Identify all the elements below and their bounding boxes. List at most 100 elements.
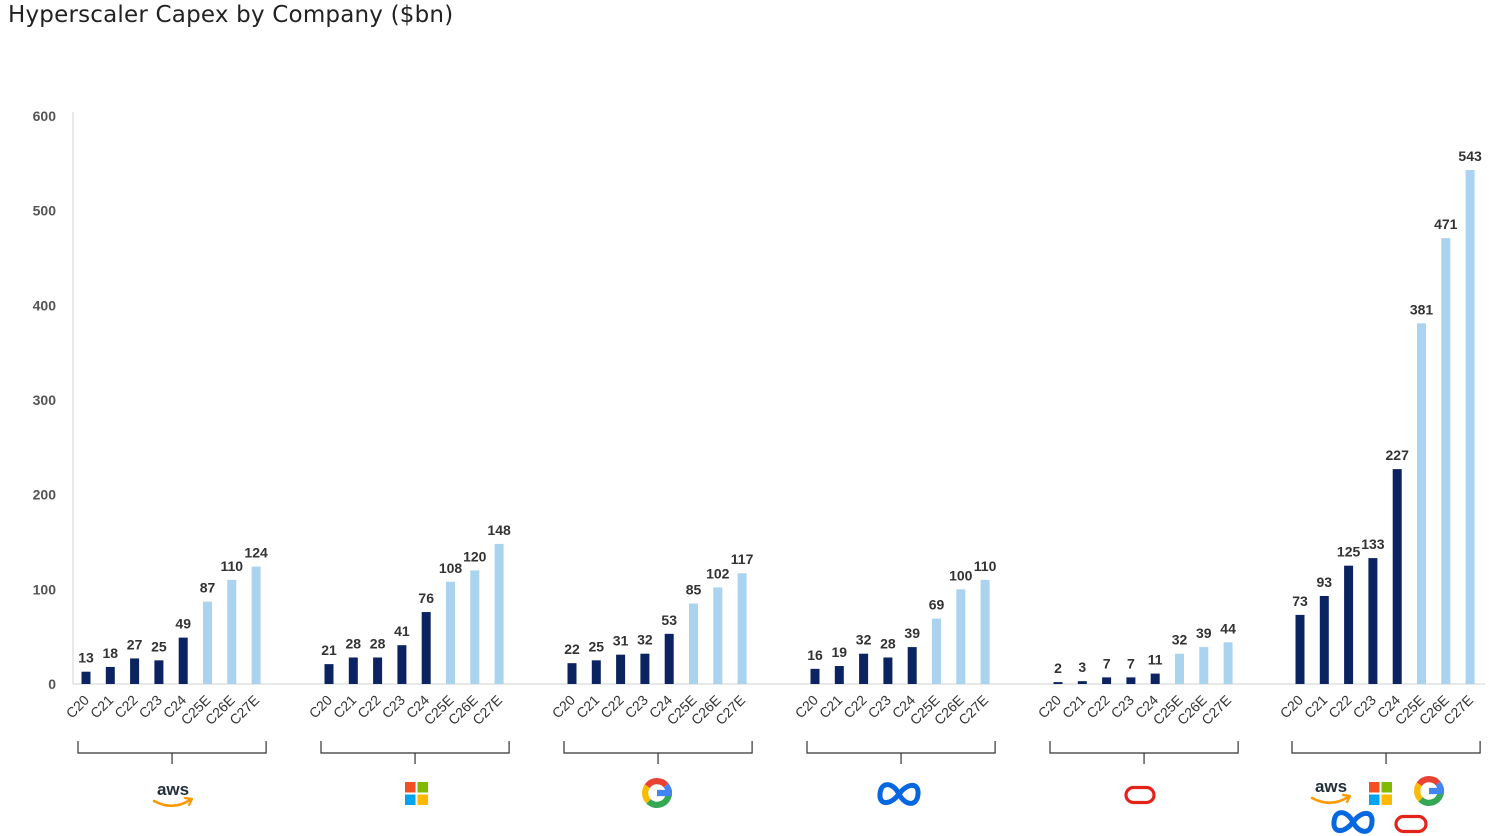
data-label: 76 xyxy=(418,590,434,606)
y-tick-label: 500 xyxy=(33,203,57,219)
axes: 0 100 200 300 400 500 600 xyxy=(33,108,1485,692)
bar xyxy=(713,587,723,684)
meta-logo xyxy=(877,782,921,806)
category-label: C23 xyxy=(1108,692,1138,722)
y-tick-label: 300 xyxy=(33,392,57,408)
y-tick-label: 100 xyxy=(33,581,57,597)
aws-logo: aws xyxy=(1310,777,1352,805)
category-label: C22 xyxy=(597,692,627,722)
data-label: 124 xyxy=(244,545,268,561)
group-brace xyxy=(563,741,753,764)
bar xyxy=(883,657,893,684)
data-label: 69 xyxy=(929,597,945,613)
data-label: 100 xyxy=(949,567,973,583)
bar xyxy=(324,664,334,684)
data-label: 125 xyxy=(1337,544,1361,560)
data-label: 22 xyxy=(564,641,580,657)
category-label: C20 xyxy=(306,692,336,722)
meta-logo xyxy=(1331,810,1375,834)
data-label: 108 xyxy=(439,560,463,576)
data-label: 27 xyxy=(127,636,143,652)
category-label: C21 xyxy=(573,692,603,722)
bar xyxy=(616,654,626,684)
data-label: 49 xyxy=(175,616,191,632)
category-label: C22 xyxy=(1325,692,1355,722)
bar xyxy=(810,668,820,684)
bar xyxy=(130,658,140,684)
oracle-logo xyxy=(1124,785,1156,805)
bar xyxy=(178,637,188,684)
chart-title: Hyperscaler Capex by Company ($bn) xyxy=(8,2,454,28)
data-label: 25 xyxy=(151,638,167,654)
data-label: 28 xyxy=(370,635,386,651)
bar xyxy=(1175,653,1184,684)
bar xyxy=(1465,169,1475,684)
category-label: C22 xyxy=(1083,692,1113,722)
data-label: 85 xyxy=(686,582,702,598)
bar xyxy=(446,581,455,684)
bars xyxy=(81,169,1475,684)
data-label: 148 xyxy=(487,522,511,538)
data-label: 21 xyxy=(321,642,337,658)
aws-smile xyxy=(152,798,192,808)
bar xyxy=(1368,558,1378,684)
bar xyxy=(105,666,115,684)
data-label: 3 xyxy=(1078,659,1086,675)
data-label: 18 xyxy=(103,645,119,661)
data-label: 16 xyxy=(807,647,823,663)
bar xyxy=(689,603,698,684)
bar xyxy=(154,660,164,684)
microsoft-logo xyxy=(405,782,428,805)
bar xyxy=(203,601,212,684)
data-label: 117 xyxy=(731,551,754,567)
bar xyxy=(1223,642,1233,684)
data-label: 19 xyxy=(832,644,848,660)
data-label: 28 xyxy=(346,635,362,651)
bar xyxy=(859,653,869,684)
bar xyxy=(494,543,504,684)
google-logo xyxy=(1414,776,1444,806)
data-label: 110 xyxy=(221,558,244,574)
category-label: C20 xyxy=(1277,692,1307,722)
bar xyxy=(1441,238,1451,684)
aws-smile xyxy=(1310,795,1350,805)
bar xyxy=(640,653,650,684)
aws-arrow xyxy=(1341,793,1352,804)
category-label: C23 xyxy=(622,692,652,722)
category-label: C23 xyxy=(865,692,895,722)
category-label: C22 xyxy=(354,692,384,722)
data-label: 41 xyxy=(394,623,410,639)
data-label: 7 xyxy=(1103,655,1111,671)
bar xyxy=(1126,677,1136,684)
data-label: 31 xyxy=(613,633,629,649)
bar xyxy=(1150,673,1160,684)
data-label: 471 xyxy=(1434,216,1458,232)
data-label: 120 xyxy=(463,548,487,564)
bar xyxy=(932,618,941,684)
data-label: 25 xyxy=(589,638,605,654)
y-tick-label: 0 xyxy=(48,676,56,692)
data-label: 32 xyxy=(856,632,872,648)
data-label: 32 xyxy=(1172,632,1188,648)
category-label: C22 xyxy=(111,692,141,722)
aws-logo: aws xyxy=(152,780,194,808)
bar xyxy=(664,633,674,684)
oracle-logo xyxy=(1394,814,1428,834)
bar xyxy=(373,657,383,684)
bar xyxy=(1344,565,1354,684)
data-label: 87 xyxy=(200,580,216,596)
bar xyxy=(348,657,358,684)
data-label: 2 xyxy=(1054,660,1062,676)
bar xyxy=(1199,647,1209,684)
category-label: C22 xyxy=(840,692,870,722)
bar xyxy=(227,579,237,684)
category-label: C21 xyxy=(1059,692,1089,722)
data-label: 32 xyxy=(637,632,653,648)
bar xyxy=(470,570,480,684)
bar xyxy=(567,663,577,684)
bar xyxy=(1392,469,1402,684)
bar xyxy=(737,573,747,684)
group-braces xyxy=(77,741,1481,764)
